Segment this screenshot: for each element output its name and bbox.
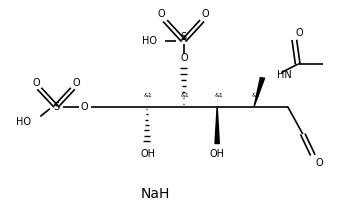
Text: O: O	[81, 102, 88, 111]
Text: O: O	[315, 158, 323, 168]
Text: O: O	[158, 9, 165, 19]
Text: O: O	[202, 9, 209, 19]
Polygon shape	[215, 106, 219, 144]
Text: HO: HO	[16, 117, 31, 127]
Text: S: S	[181, 32, 187, 42]
Text: O: O	[180, 53, 188, 63]
Text: &1: &1	[251, 93, 260, 98]
Text: NaH: NaH	[141, 187, 170, 201]
Text: O: O	[32, 78, 40, 88]
Polygon shape	[254, 78, 265, 106]
Text: HO: HO	[142, 36, 157, 46]
Text: &1: &1	[144, 93, 153, 98]
Text: O: O	[296, 29, 303, 39]
Text: O: O	[72, 78, 80, 88]
Text: S: S	[53, 102, 59, 111]
Text: &1: &1	[214, 93, 223, 98]
Text: &1: &1	[181, 93, 190, 98]
Text: HN: HN	[277, 70, 291, 80]
Text: OH: OH	[210, 149, 225, 159]
Text: OH: OH	[141, 149, 156, 159]
